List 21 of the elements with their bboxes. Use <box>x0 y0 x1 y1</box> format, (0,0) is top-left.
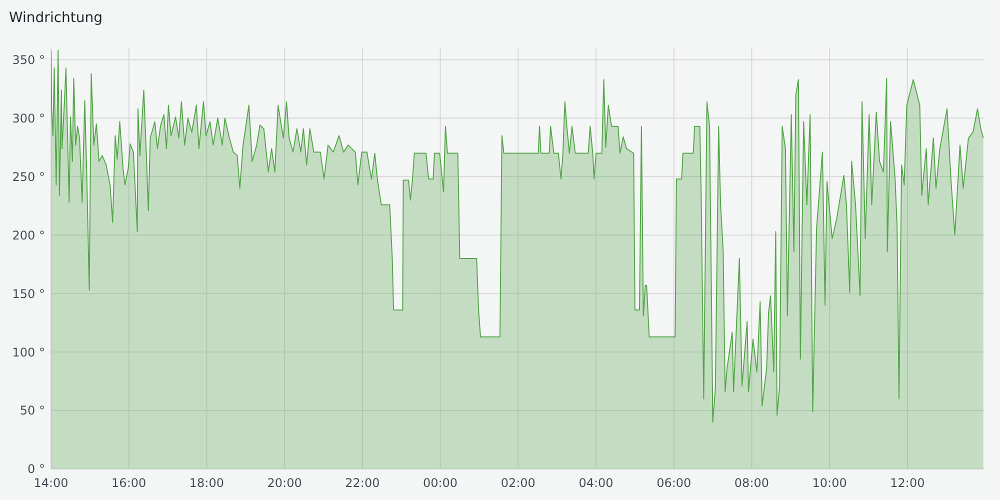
x-tick-label: 20:00 <box>267 476 302 490</box>
x-tick-label: 06:00 <box>656 476 692 490</box>
x-tick-label: 22:00 <box>345 476 380 490</box>
y-tick-label: 150 ° <box>12 286 45 301</box>
x-tick-label: 18:00 <box>189 476 224 490</box>
x-tick-label: 04:00 <box>578 476 614 490</box>
y-tick-label: 50 ° <box>20 404 45 418</box>
x-tick-label: 16:00 <box>112 476 146 490</box>
y-tick-label: 200 ° <box>12 228 45 242</box>
y-tick-label: 300 ° <box>12 111 45 126</box>
y-tick-label: 250 ° <box>12 170 45 184</box>
x-tick-label: 12:00 <box>890 476 925 490</box>
x-tick-label: 08:00 <box>734 476 770 490</box>
x-tick-label: 00:00 <box>422 476 458 490</box>
y-tick-label: 100 ° <box>12 345 45 360</box>
y-tick-label: 0 ° <box>28 462 45 476</box>
x-tick-label: 14:00 <box>34 476 68 490</box>
x-tick-label: 02:00 <box>500 476 536 490</box>
chart-title: Windrichtung <box>9 10 103 26</box>
x-tick-label: 10:00 <box>812 476 847 490</box>
y-tick-label: 350 ° <box>12 52 45 67</box>
